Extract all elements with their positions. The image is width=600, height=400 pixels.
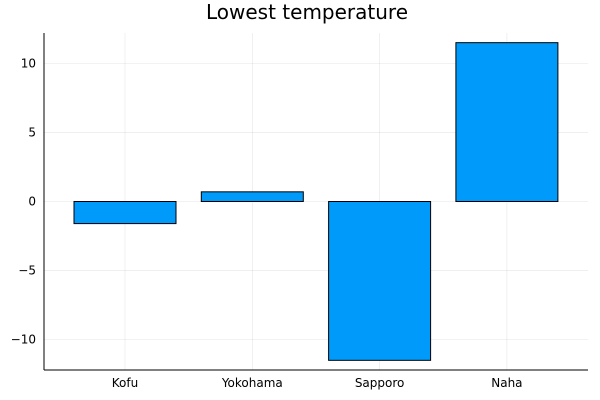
x-tick-label: Kofu: [112, 376, 138, 390]
y-tick-label: −5: [18, 264, 36, 278]
bar-kofu: [73, 201, 177, 225]
axes-layer: [43, 33, 588, 371]
bar-sapporo: [328, 201, 432, 361]
y-tick-label: 10: [21, 56, 36, 70]
bar-yokohama: [200, 191, 304, 203]
x-tick-label: Sapporo: [355, 376, 405, 390]
bar-naha: [455, 42, 559, 203]
chart-title: Lowest temperature: [206, 0, 408, 24]
y-tick-label: 0: [28, 195, 36, 209]
y-tick-label: −10: [11, 333, 36, 347]
tick-labels-layer: −10 −5 0 5 10 Kofu Yokohama Sapporo Naha: [11, 56, 523, 390]
bars-layer: [73, 42, 559, 361]
x-tick-label: Yokohama: [221, 376, 283, 390]
x-tick-label: Naha: [491, 376, 522, 390]
y-tick-label: 5: [28, 125, 36, 139]
